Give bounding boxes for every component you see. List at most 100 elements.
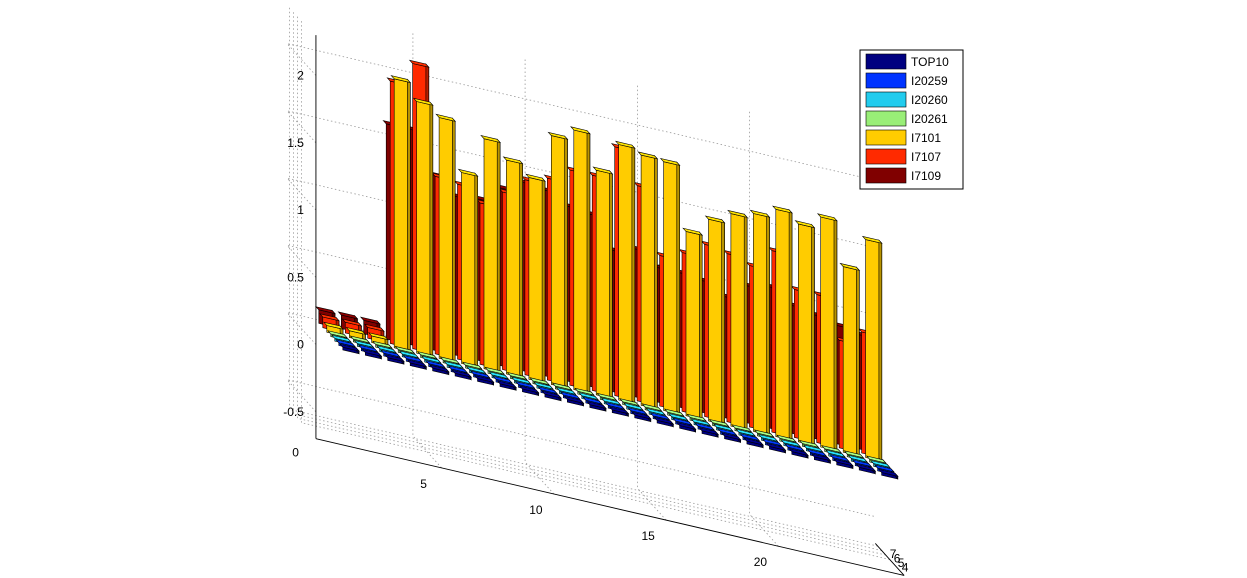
bar-top <box>424 359 446 368</box>
bar-TOP10-22 <box>810 453 832 465</box>
bar-side <box>878 239 883 462</box>
bar-top <box>435 113 457 122</box>
x-tick-label: 5 <box>420 477 427 491</box>
bar-top <box>704 215 726 224</box>
bar-top <box>457 168 479 177</box>
bar-top <box>537 386 558 395</box>
bar-top <box>675 421 697 430</box>
bar-side <box>721 218 725 426</box>
bar-top <box>496 380 517 389</box>
legend-label: I7107 <box>911 150 941 164</box>
bar-top <box>712 423 734 432</box>
bar-top <box>480 134 501 144</box>
bar-top <box>349 335 371 344</box>
bar-top <box>551 382 573 391</box>
bar-top <box>641 403 663 412</box>
bar-I7101-15 <box>637 151 659 410</box>
bar-top <box>345 326 367 335</box>
bar-top <box>331 334 352 343</box>
z-floor-label: 0 <box>292 446 299 460</box>
bar-I7101-10 <box>525 173 546 384</box>
bar-TOP10-10 <box>541 390 562 402</box>
bar-I7101-8 <box>480 134 501 374</box>
bar-top <box>541 390 562 399</box>
legend-swatch <box>865 148 907 165</box>
bar-top <box>586 400 607 409</box>
bar-top <box>855 463 877 472</box>
bar-top <box>839 262 861 271</box>
bar-side <box>654 154 658 410</box>
bar-top <box>375 345 397 354</box>
y-tick-label: 5 <box>898 556 905 570</box>
bar-top <box>502 156 524 165</box>
bar-top <box>816 213 838 222</box>
bar-top <box>682 227 704 236</box>
bar-side <box>586 129 591 395</box>
bar-TOP10-19 <box>743 437 764 449</box>
bar-side <box>564 135 568 389</box>
bar-top <box>832 458 854 467</box>
bar-top <box>357 344 379 353</box>
bar-TOP10-20 <box>765 442 787 454</box>
bar-top <box>645 407 667 416</box>
bar-top <box>443 360 465 369</box>
bar-I7101-19 <box>727 209 748 431</box>
bar-top <box>784 443 805 452</box>
bar-top <box>873 464 895 473</box>
bar-top <box>578 392 599 401</box>
bar-top <box>337 311 359 320</box>
bar-I7101-18 <box>704 215 726 426</box>
bar-top <box>596 392 618 401</box>
bar-top <box>335 339 356 348</box>
bar-top <box>671 417 693 426</box>
z-tick-label: 0.5 <box>287 270 304 284</box>
bar-top <box>843 450 865 459</box>
legend-label: I7109 <box>911 169 941 183</box>
bar-top <box>698 427 720 436</box>
bar-top <box>319 313 340 322</box>
z-tick-label: 2 <box>297 69 304 83</box>
legend: TOP10 I20259 I20260 I20261 I7101 I7107 I7109 <box>859 49 964 190</box>
legend-label: TOP10 <box>911 55 949 69</box>
bar-top <box>865 455 887 464</box>
bar-top <box>731 424 752 433</box>
bar-top <box>761 438 783 447</box>
bar-top <box>727 209 748 218</box>
bar-top <box>514 380 536 389</box>
bar-side <box>474 172 479 369</box>
bar-top <box>327 330 348 339</box>
bar-top <box>851 459 873 468</box>
bar-top <box>749 209 771 218</box>
x-tick-label: 10 <box>529 503 543 517</box>
bar-I7101-11 <box>547 131 569 389</box>
bar-top <box>716 427 738 436</box>
bar-TOP10-13 <box>608 406 630 418</box>
bar-side <box>496 138 501 374</box>
bar-top <box>788 447 809 456</box>
bar-I7101-21 <box>772 205 793 442</box>
bar-top <box>708 418 730 427</box>
bar-top <box>555 386 577 395</box>
bar-top <box>600 397 622 406</box>
bar-top <box>653 416 675 425</box>
bar-TOP10-5 <box>428 364 450 376</box>
legend-swatch <box>865 167 907 184</box>
bar-TOP10-23 <box>832 458 854 470</box>
bar-top <box>390 75 412 84</box>
bar-side <box>856 266 860 457</box>
bar-top <box>408 59 430 68</box>
legend-swatch <box>865 91 907 108</box>
bar-TOP10-12 <box>586 400 607 412</box>
bar-side <box>451 117 456 363</box>
bar-top <box>533 381 554 390</box>
bar-top <box>772 205 793 214</box>
y-axis-line <box>874 543 905 576</box>
bar-top <box>663 408 685 417</box>
bar-top <box>353 339 375 348</box>
bar-side <box>788 209 793 442</box>
bar-top <box>506 371 528 380</box>
bar-top <box>428 364 450 373</box>
bar-top <box>690 418 712 427</box>
legend-label: I7101 <box>911 131 941 145</box>
bar-TOP10-1 <box>339 343 360 355</box>
